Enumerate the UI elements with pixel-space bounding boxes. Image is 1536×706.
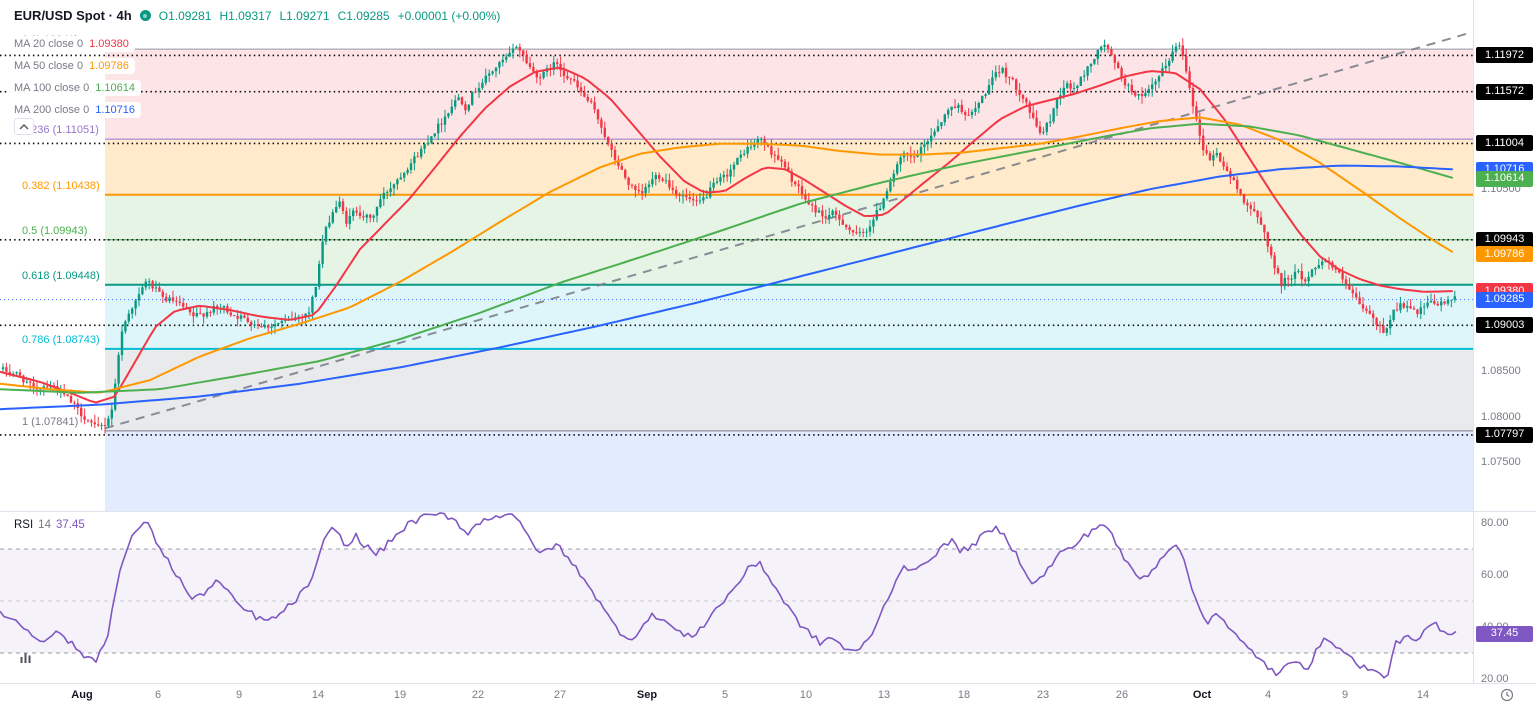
indicator-legend-ma20[interactable]: MA 20 close 0 1.09380 xyxy=(8,36,135,52)
ma20-value: 1.09380 xyxy=(89,38,129,50)
time-axis-label: 4 xyxy=(1264,689,1272,701)
ma100-value: 1.10614 xyxy=(95,82,135,94)
time-axis-label: Aug xyxy=(71,689,93,701)
time-axis-label: 26 xyxy=(1115,689,1129,701)
pane-chart-icon[interactable] xyxy=(18,650,34,666)
price-axis-label: 1.08500 xyxy=(1481,365,1521,377)
ohlc-high: H1.09317 xyxy=(219,8,272,23)
time-axis[interactable]: Aug 6 9 14 19 22 27 Sep 5 10 13 18 23 26 Oct 4 9 14 xyxy=(0,683,1536,706)
rsi-pane: RSI 14 37.45 xyxy=(0,512,1473,682)
price-pane: 0 (1.12041)0.236 (1.11051)0.382 (1.10438… xyxy=(0,0,1473,511)
time-axis-label: 14 xyxy=(1416,689,1430,701)
time-axis-label: 13 xyxy=(877,689,891,701)
ohlc-close: C1.09285 xyxy=(337,8,390,23)
ma200-value: 1.10716 xyxy=(95,104,135,116)
ma20-label: MA 20 close 0 xyxy=(14,38,84,50)
price-badge: 1.10614 xyxy=(1476,170,1533,187)
rsi-axis-label: 80.00 xyxy=(1481,517,1509,529)
rsi-value-badge: 37.45 xyxy=(1476,625,1533,642)
indicator-legend-ma100[interactable]: MA 100 close 0 1.10614 xyxy=(8,80,141,96)
collapse-indicators-button[interactable] xyxy=(14,118,34,135)
time-axis-label: 14 xyxy=(311,689,325,701)
time-axis-label: 9 xyxy=(1341,689,1349,701)
price-axis[interactable]: 1.105001.085001.080001.0750080.0060.0040… xyxy=(1473,0,1536,685)
time-axis-label: Sep xyxy=(636,689,658,701)
price-axis-label: 1.08000 xyxy=(1481,410,1521,423)
time-axis-label: Oct xyxy=(1192,689,1212,701)
pane-separator[interactable] xyxy=(0,511,1536,512)
chevron-up-icon xyxy=(19,123,29,130)
feed-status-icon xyxy=(139,10,151,21)
symbol-legend[interactable]: EUR/USD Spot · 4h O1.09281 H1.09317 L1.0… xyxy=(8,6,507,25)
price-chart-canvas[interactable] xyxy=(0,0,1473,511)
mini-bars-icon xyxy=(20,653,31,663)
time-axis-label: 23 xyxy=(1036,689,1050,701)
price-axis-label: 1.07500 xyxy=(1481,455,1521,468)
price-badge: 1.09285 xyxy=(1476,291,1533,308)
rsi-axis-label: 20.00 xyxy=(1481,673,1509,685)
ma100-label: MA 100 close 0 xyxy=(14,82,90,94)
time-axis-label: 22 xyxy=(471,689,485,701)
price-badge: 1.11972 xyxy=(1476,47,1533,64)
price-badge: 1.11004 xyxy=(1476,135,1533,152)
ma50-label: MA 50 close 0 xyxy=(14,60,84,72)
price-badge: 1.09786 xyxy=(1476,246,1533,263)
time-axis-label: 27 xyxy=(553,689,567,701)
time-axis-label: 9 xyxy=(235,689,243,701)
indicator-legend-ma200[interactable]: MA 200 close 0 1.10716 xyxy=(8,102,141,118)
rsi-value: 37.45 xyxy=(55,519,85,531)
ma50-value: 1.09786 xyxy=(89,60,129,72)
ohlc-open: O1.09281 xyxy=(158,8,212,23)
price-badge: 1.07797 xyxy=(1476,426,1533,443)
ohlc-change: +0.00001 (+0.00%) xyxy=(397,8,501,23)
rsi-chart-canvas[interactable] xyxy=(0,512,1473,682)
ohlc-low: L1.09271 xyxy=(279,8,330,23)
price-badge: 1.09943 xyxy=(1476,231,1533,248)
price-badge: 1.09003 xyxy=(1476,317,1533,334)
time-axis-label: 19 xyxy=(393,689,407,701)
rsi-legend[interactable]: RSI 14 37.45 xyxy=(8,517,91,533)
price-badge: 1.11572 xyxy=(1476,83,1533,100)
time-axis-label: 6 xyxy=(154,689,162,701)
indicator-legend-ma50[interactable]: MA 50 close 0 1.09786 xyxy=(8,58,135,74)
ma200-label: MA 200 close 0 xyxy=(14,104,90,116)
time-axis-label: 10 xyxy=(799,689,813,701)
rsi-param: 14 xyxy=(38,519,51,531)
rsi-label: RSI xyxy=(14,519,34,531)
clock-icon[interactable] xyxy=(1500,688,1514,702)
time-axis-label: 18 xyxy=(957,689,971,701)
time-axis-label: 5 xyxy=(721,689,729,701)
symbol-title[interactable]: EUR/USD Spot · 4h xyxy=(14,8,132,23)
rsi-axis-label: 60.00 xyxy=(1481,569,1509,581)
